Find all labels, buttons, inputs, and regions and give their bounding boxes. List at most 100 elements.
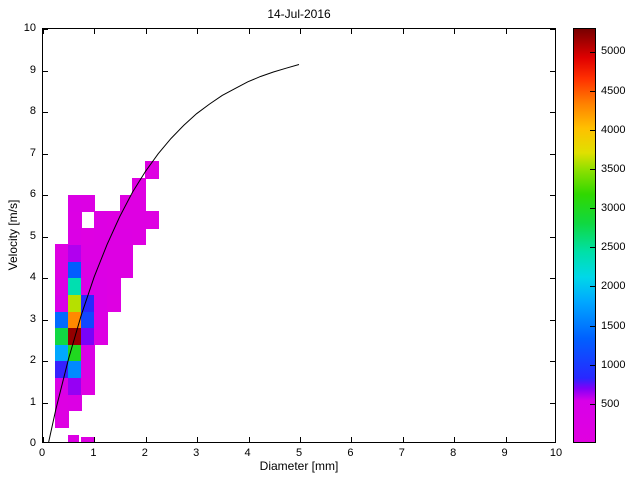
y-tick-mark — [550, 236, 555, 238]
heatmap-cell — [93, 327, 108, 345]
heatmap-cell — [55, 327, 70, 345]
x-tick-label: 6 — [347, 447, 354, 459]
colorbar-tick-mark — [590, 247, 595, 249]
x-tick-mark — [145, 437, 147, 442]
heatmap-cell — [68, 435, 80, 442]
heatmap-cell — [119, 211, 134, 229]
x-tick-mark — [505, 437, 507, 442]
y-tick-mark — [43, 319, 48, 321]
heatmap-cell — [81, 437, 95, 442]
heatmap-cell — [132, 227, 147, 246]
y-tick-mark — [550, 70, 555, 72]
heatmap-cell — [68, 377, 83, 395]
colorbar-tick-label: 4500 — [601, 84, 626, 97]
x-tick-mark — [94, 437, 96, 442]
y-tick-mark — [43, 236, 48, 238]
x-tick-mark — [197, 29, 199, 34]
heatmap-cell — [132, 177, 147, 196]
x-tick-mark — [300, 437, 301, 442]
y-tick-mark — [550, 361, 555, 362]
heatmap-cell — [106, 227, 121, 246]
x-axis-label: Diameter [mm] — [259, 459, 339, 473]
colorbar-tick-label: 1500 — [601, 319, 626, 332]
heatmap-cell — [55, 360, 70, 379]
x-tick-label: 5 — [295, 447, 303, 459]
heatmap-cell — [119, 260, 134, 279]
x-tick-mark — [197, 437, 199, 442]
heatmap-cell — [81, 260, 95, 279]
heatmap-cell — [93, 310, 108, 329]
heatmap-cell — [81, 277, 95, 296]
heatmap-cell — [119, 227, 134, 246]
y-tick-label: 1 — [29, 395, 36, 408]
colorbar-tick-mark — [590, 364, 595, 366]
heatmap-cell — [93, 277, 108, 296]
y-tick-label: 3 — [29, 312, 36, 325]
heatmap-cell — [68, 244, 83, 262]
heatmap-cell — [68, 211, 83, 229]
y-tick-mark — [43, 402, 48, 404]
heatmap-cell — [81, 227, 95, 246]
heatmap-cell — [55, 410, 70, 428]
y-tick-label: 10 — [23, 22, 36, 34]
y-tick-mark — [43, 70, 48, 72]
heatmap-cell — [93, 244, 108, 262]
colorbar-tick-label: 4000 — [601, 123, 626, 136]
colorbar-tick-label: 3500 — [601, 162, 626, 175]
heatmap-cell — [119, 244, 134, 262]
terminal-velocity-curve — [48, 64, 300, 442]
x-tick-mark — [555, 29, 556, 34]
heatmap-cell — [132, 194, 147, 213]
heatmap-cell — [81, 343, 95, 362]
colorbar-tick-mark — [590, 168, 595, 170]
heatmap-cell — [81, 360, 95, 379]
x-tick-label: 7 — [398, 447, 405, 459]
colorbar-tick-mark — [590, 129, 595, 131]
y-tick-label: 8 — [29, 105, 36, 117]
colorbar-tick-label: 1000 — [601, 358, 626, 371]
colorbar-tick-mark — [590, 90, 595, 92]
x-tick-mark — [248, 437, 250, 442]
y-tick-label: 0 — [29, 437, 36, 449]
heatmap-cell — [145, 211, 160, 229]
x-tick-label: 8 — [450, 447, 457, 459]
x-tick-mark — [402, 29, 404, 34]
x-tick-mark — [351, 29, 353, 34]
y-tick-label: 6 — [29, 188, 36, 200]
heatmap-cell — [55, 377, 70, 395]
y-tick-mark — [550, 319, 555, 321]
x-tick-mark — [94, 29, 96, 34]
y-tick-mark — [43, 442, 48, 443]
x-tick-mark — [454, 437, 456, 442]
heatmap-cell — [106, 260, 121, 279]
colorbar-tick-label: 5000 — [601, 45, 626, 58]
x-tick-label: 0 — [38, 447, 46, 459]
colorbar-tick-mark — [590, 51, 595, 53]
heatmap-cell — [55, 310, 70, 329]
colorbar-tick-mark — [590, 403, 595, 405]
heatmap-cell — [81, 310, 95, 329]
heatmap-cell — [55, 277, 70, 296]
x-tick-mark — [145, 29, 147, 34]
heatmap-cell — [68, 227, 83, 246]
colorbar — [573, 28, 596, 443]
heatmap-cell — [55, 244, 70, 262]
x-tick-mark — [248, 29, 250, 34]
y-tick-label: 2 — [29, 354, 36, 366]
colorbar-tick-label: 3000 — [601, 202, 626, 215]
y-tick-label: 9 — [29, 63, 36, 76]
colorbar-tick-mark — [590, 208, 595, 210]
x-tick-mark — [454, 29, 456, 34]
x-tick-label: 4 — [244, 447, 251, 459]
heatmap-cell — [81, 244, 95, 262]
colorbar-tick-label: 2000 — [601, 280, 626, 293]
y-tick-label: 4 — [29, 271, 36, 283]
x-tick-label: 10 — [549, 447, 563, 459]
x-tick-mark — [505, 29, 507, 34]
heatmap-cell — [55, 260, 70, 279]
x-tick-mark — [300, 29, 301, 34]
y-tick-mark — [550, 278, 555, 279]
colorbar-tick-mark — [590, 286, 595, 288]
heatmap-cell — [68, 393, 83, 412]
